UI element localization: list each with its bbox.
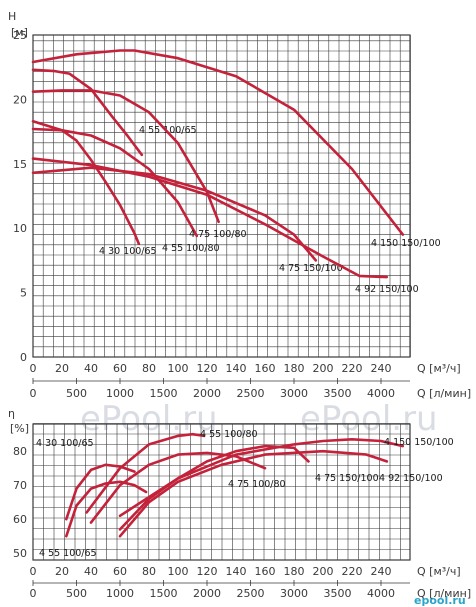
x-tick-label-lmin: 2500 [237, 387, 265, 400]
series-curve-4-150-150-100 [118, 438, 405, 518]
plot-frame [32, 34, 411, 358]
x-tick-label-lmin: 1000 [106, 387, 134, 400]
y-tick-label: 20 [13, 93, 27, 106]
y-tick-label: 0 [20, 351, 27, 364]
series-curve-4-92-150-100 [118, 449, 389, 538]
x-tick-label-m3h: 60 [113, 362, 127, 375]
y-tick-label: 80 [13, 445, 27, 458]
x-tick-label-m3h: 60 [113, 565, 127, 578]
x-tick-label-lmin: 3500 [324, 387, 352, 400]
x-tick-label-m3h: 80 [142, 565, 156, 578]
x-axis-label-lmin: Q [л/мин] [417, 587, 471, 600]
series-curve-4-55-100-65 [65, 480, 148, 538]
series-label: 4 30 100/65 [99, 246, 157, 257]
series-label: 4 55 100/65 [39, 548, 97, 559]
series-label: 4 30 100/65 [36, 438, 94, 449]
x-tick-label-m3h: 140 [226, 362, 247, 375]
grid [32, 35, 411, 358]
x-tick-label-m3h: 0 [30, 565, 37, 578]
x-tick-label-lmin: 4000 [367, 587, 395, 600]
series-curve-4-150-150-100 [31, 49, 405, 236]
y-tick-label: 70 [13, 479, 27, 492]
x-tick-label-m3h: 220 [342, 362, 363, 375]
series-label: 4 150 150/100 [384, 437, 454, 448]
x-tick-label-m3h: 0 [30, 362, 37, 375]
y-axis-unit: [м] [11, 26, 28, 39]
x-tick-label-m3h: 160 [255, 362, 276, 375]
x-tick-label-lmin: 1500 [150, 387, 178, 400]
series-curve-4-92-150-100 [31, 157, 389, 279]
x-tick-label-lmin: 3000 [280, 587, 308, 600]
x-tick-label-lmin: 0 [30, 387, 37, 400]
x-tick-label-lmin: 1500 [150, 587, 178, 600]
series-label: 4 55 100/80 [200, 429, 258, 440]
x-tick-label-m3h: 200 [313, 362, 334, 375]
series-label: 4 150 150/100 [371, 238, 441, 249]
series-label: 4 75 150/100 [279, 263, 343, 274]
x-tick-label-lmin: 0 [30, 587, 37, 600]
x-tick-label-m3h: 180 [284, 565, 305, 578]
x-tick-label-m3h: 240 [371, 565, 392, 578]
x-tick-label-m3h: 20 [55, 565, 69, 578]
chart-panel-efficiency: 50 60 70 80 η [%] 0 20 40 60 80 100 120 140 160 180 200 2… [8, 407, 471, 600]
y-tick-label: 10 [13, 222, 27, 235]
x-tick-label-m3h: 180 [284, 362, 305, 375]
x-axis-label-m3h: Q [м³/ч] [417, 362, 461, 375]
x-tick-label-m3h: 20 [55, 362, 69, 375]
series-label: 4 92 150/100 [379, 473, 443, 484]
series-curve-4-55-100-80 [31, 127, 199, 238]
series-curve-4-75-100-80 [89, 451, 267, 524]
plot-frame [32, 423, 411, 561]
series-curve-4-55-100-80 [85, 432, 206, 514]
brand-logo: epool.ru [414, 594, 466, 607]
x-tick-label-m3h: 140 [226, 565, 247, 578]
x-tick-label-lmin: 500 [66, 587, 87, 600]
x-tick-label-m3h: 160 [255, 565, 276, 578]
x-tick-label-lmin: 2500 [237, 587, 265, 600]
series-label: 4 75 150/100 [315, 473, 379, 484]
x-tick-label-m3h: 100 [168, 565, 189, 578]
y-tick-label: 50 [13, 547, 27, 560]
x-tick-label-lmin: 2000 [193, 387, 221, 400]
x-tick-label-lmin: 2000 [193, 587, 221, 600]
chart-panel-head: 0 5 10 15 20 25 H [м] 0 20 40 60 80 100 120 140 160 180 20… [8, 10, 471, 400]
y-tick-label: 15 [13, 158, 27, 171]
x-tick-label-lmin: 3500 [324, 587, 352, 600]
x-tick-label-lmin: 500 [66, 387, 87, 400]
y-axis-label: η [8, 407, 15, 420]
x-tick-label-m3h: 200 [313, 565, 334, 578]
y-tick-label: 25 [13, 29, 27, 42]
series-label: 4 75 100/80 [228, 479, 286, 490]
series-curve-4-75-100-80 [31, 89, 220, 224]
x-tick-label-m3h: 100 [168, 362, 189, 375]
series-curve-4-30-100-65 [31, 120, 141, 245]
x-tick-label-m3h: 240 [371, 362, 392, 375]
x-tick-label-lmin: 3000 [280, 387, 308, 400]
series-curve-4-75-150-100 [31, 166, 318, 262]
x-tick-label-m3h: 40 [84, 565, 98, 578]
x-tick-label-m3h: 220 [342, 565, 363, 578]
series-label: 4 92 150/100 [355, 284, 419, 295]
x-axis-label-m3h: Q [м³/ч] [417, 565, 461, 578]
y-tick-label: 5 [20, 287, 27, 300]
y-axis-unit: [%] [10, 422, 29, 435]
x-tick-label-m3h: 40 [84, 362, 98, 375]
series-label: 4 75 100/80 [189, 229, 247, 240]
y-tick-label: 60 [13, 513, 27, 526]
x-tick-label-m3h: 80 [142, 362, 156, 375]
x-axis-label-lmin: Q [л/мин] [417, 387, 471, 400]
x-tick-label-lmin: 1000 [106, 587, 134, 600]
series-label: 4 55 100/80 [162, 243, 220, 254]
y-axis-label: H [8, 10, 16, 23]
x-tick-label-m3h: 120 [197, 565, 218, 578]
x-tick-label-m3h: 120 [197, 362, 218, 375]
x-tick-label-lmin: 4000 [367, 387, 395, 400]
